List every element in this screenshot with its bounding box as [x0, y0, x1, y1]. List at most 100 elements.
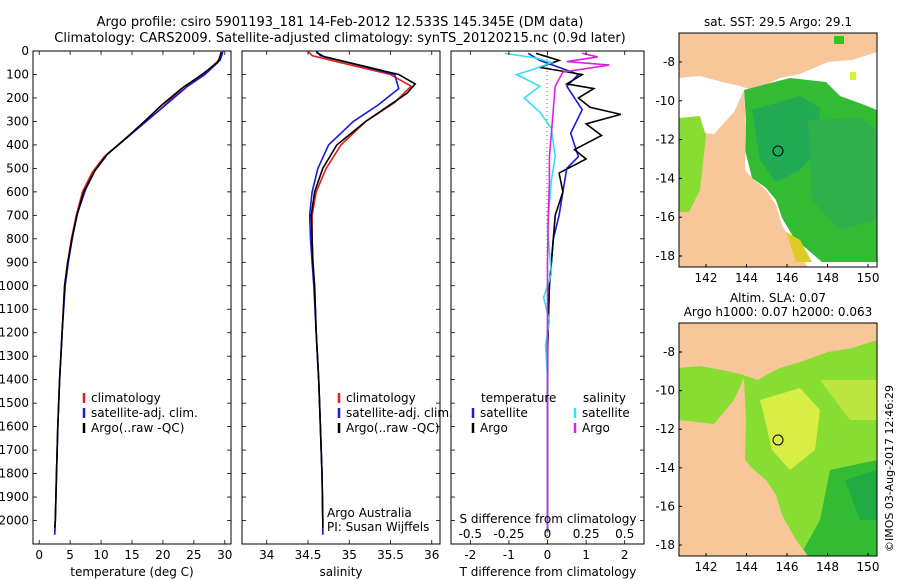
- difference-panel: -2 -1 0 1 2 -0.5 -0.25 0 0.25 0.5 temperature sali…: [450, 50, 645, 579]
- map-ytick-label: -12: [655, 422, 675, 436]
- salinity-series-0: [307, 50, 413, 535]
- cape-york-landmass: [679, 90, 808, 267]
- sst-map-title: sat. SST: 29.5 Argo: 29.1: [704, 15, 852, 29]
- depth-tick-label: 0: [21, 44, 29, 58]
- depth-tick-label: 500: [6, 161, 29, 175]
- map-xtick-label: 148: [816, 271, 839, 285]
- cape-york-landmass-2: [679, 378, 808, 556]
- salinity-series-2: [310, 51, 417, 528]
- map-ytick-label: -16: [655, 210, 675, 224]
- footer-timestamp: ©IMOS 03-Aug-2017 12:46:29: [883, 385, 896, 552]
- map-xtick-label: 146: [776, 560, 799, 574]
- temperature-xtick-label: 15: [124, 548, 139, 562]
- depth-tick-label: 1200: [0, 326, 29, 340]
- depth-tick-label: 1300: [0, 349, 29, 363]
- temperature-xtick-label: 0: [35, 548, 43, 562]
- argo-position-marker: [772, 145, 784, 157]
- temperature-xtick-label: 25: [186, 548, 201, 562]
- t-legend-item-1: Argo: [480, 421, 508, 435]
- map-ytick-label: -18: [655, 249, 675, 263]
- difference-xlabel-top: S difference from climatology: [460, 512, 637, 526]
- temperature-series-1: [53, 50, 224, 535]
- temperature-panel: 0100200300400500600700800900100011001200…: [0, 44, 232, 579]
- depth-tick-label: 1500: [0, 396, 29, 410]
- depth-tick-label: 1400: [0, 373, 29, 387]
- temperature-xlabel: temperature (deg C): [70, 565, 193, 579]
- png-landmass: [679, 33, 877, 92]
- s-legend-item-1: Argo: [582, 421, 610, 435]
- s-diff-tick-label: -0.25: [493, 527, 524, 541]
- map-ytick-label: -14: [655, 461, 675, 475]
- map-ytick-label: -10: [655, 94, 675, 108]
- salinity-xtick-label: 34: [259, 548, 274, 562]
- sla-map-title1: Altim. SLA: 0.07: [730, 291, 826, 305]
- salinity-xtick-label: 35.5: [377, 548, 404, 562]
- depth-tick-label: 2000: [0, 514, 29, 528]
- map-xtick-label: 142: [695, 271, 718, 285]
- depth-tick-label: 900: [6, 255, 29, 269]
- s-legend-title: salinity: [583, 391, 626, 405]
- s-legend-item-0: satellite: [582, 406, 630, 420]
- map-ytick-label: -8: [663, 345, 675, 359]
- depth-tick-label: 1800: [0, 467, 29, 481]
- temperature-series-2: [53, 52, 222, 528]
- temperature-series-0: [53, 50, 223, 535]
- depth-tick-label: 1700: [0, 443, 29, 457]
- temperature-xtick-label: 5: [66, 548, 74, 562]
- map-ytick-label: -16: [655, 499, 675, 513]
- salinity-legend-item-2: Argo(..raw -QC): [346, 421, 439, 435]
- depth-tick-label: 100: [6, 67, 29, 81]
- difference-xtick-label: -1: [503, 548, 515, 562]
- depth-tick-label: 1900: [0, 490, 29, 504]
- header-line1: Argo profile: csiro 5901193_181 14-Feb-2…: [97, 15, 584, 30]
- temperature-legend-item-0: climatology: [91, 391, 161, 405]
- salinity-xtick-label: 36: [424, 548, 439, 562]
- depth-tick-label: 300: [6, 114, 29, 128]
- s-diff-tick-label: 0.25: [573, 527, 600, 541]
- map-xtick-label: 144: [735, 271, 758, 285]
- map-xtick-label: 150: [857, 560, 880, 574]
- difference-xlabel: T difference from climatology: [459, 565, 637, 579]
- t-legend-title: temperature: [481, 391, 556, 405]
- salinity-panel: 34 34.5 35 35.5 36 climatologysatellite-adj.…: [241, 50, 453, 579]
- depth-tick-label: 800: [6, 232, 29, 246]
- depth-tick-label: 600: [6, 185, 29, 199]
- sla-map-title2: Argo h1000: 0.07 h2000: 0.063: [684, 305, 873, 319]
- difference-series-2: [504, 52, 557, 533]
- depth-tick-label: 1100: [0, 302, 29, 316]
- temperature-axes: [32, 50, 232, 545]
- depth-tick-label: 1600: [0, 420, 29, 434]
- difference-series-3: [546, 52, 610, 533]
- depth-tick-label: 200: [6, 91, 29, 105]
- depth-tick-label: 1000: [0, 279, 29, 293]
- difference-xtick-label: -2: [464, 548, 476, 562]
- map-xtick-label: 146: [776, 271, 799, 285]
- header-line2: Climatology: CARS2009. Satellite-adjuste…: [54, 31, 626, 46]
- map-xtick-label: 150: [857, 271, 880, 285]
- argo-position-marker-2: [772, 434, 784, 446]
- difference-xtick-label: 1: [582, 548, 590, 562]
- difference-series-0: [527, 52, 584, 533]
- map-ytick-label: -12: [655, 133, 675, 147]
- sla-map: Altim. SLA: 0.07 Argo h1000: 0.07 h2000:…: [655, 291, 879, 574]
- salinity-xtick-label: 34.5: [295, 548, 322, 562]
- s-diff-tick-label: 0: [544, 527, 552, 541]
- map-ytick-label: -18: [655, 538, 675, 552]
- difference-xtick-label: 0: [544, 548, 552, 562]
- temperature-legend-item-2: Argo(..raw -QC): [91, 421, 184, 435]
- difference-xtick-label: 2: [621, 548, 629, 562]
- salinity-legend-item-1: satellite-adj. clim.: [346, 406, 453, 420]
- s-diff-tick-label: 0.5: [615, 527, 634, 541]
- map-ytick-label: -8: [663, 55, 675, 69]
- png-landmass-2: [679, 323, 877, 380]
- map-xtick-label: 144: [735, 560, 758, 574]
- salinity-xtick-label: 35: [342, 548, 357, 562]
- salinity-xlabel: salinity: [319, 565, 362, 579]
- map-ytick-label: -14: [655, 171, 675, 185]
- difference-series-1: [535, 52, 622, 533]
- temperature-xtick-label: 10: [93, 548, 108, 562]
- temperature-xtick-label: 20: [155, 548, 170, 562]
- salinity-axes: [241, 50, 441, 545]
- salinity-series-1: [308, 50, 400, 535]
